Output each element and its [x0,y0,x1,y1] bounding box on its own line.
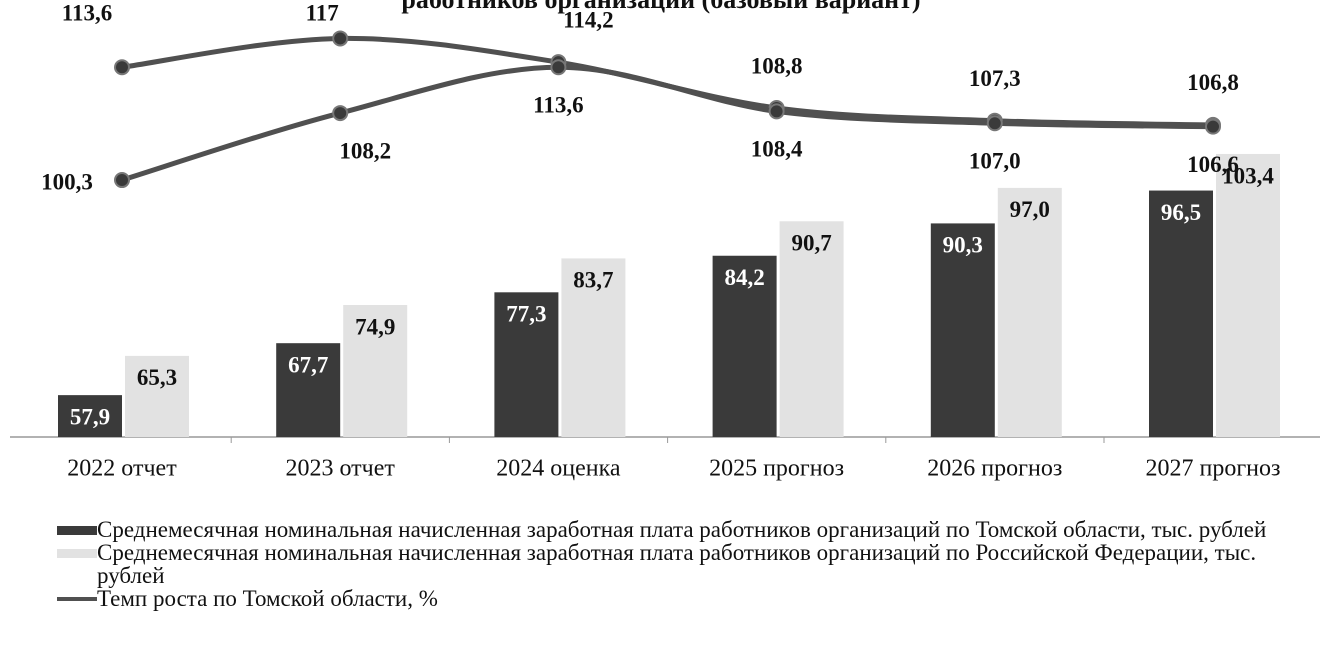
legend-entry: Среднемесячная номинальная начисленная з… [57,518,1319,541]
bar-label: 77,3 [506,302,546,327]
x-tick-label: 2026 прогноз [927,456,1062,482]
marker [114,59,130,76]
legend-swatch [57,549,97,558]
legend-label: Среднемесячная номинальная начисленная з… [97,540,1257,588]
bar-label: 84,2 [724,265,764,290]
line [121,64,1214,183]
line-label: 106,6 [1187,152,1239,177]
line-label: 108,2 [339,138,391,163]
legend-entry: Темп роста по Томской области, % [57,587,1319,610]
marker [332,30,349,47]
bar-label: 90,3 [943,233,983,258]
bar [125,355,189,437]
bar-label: 65,3 [137,365,177,390]
line [121,35,1214,128]
x-tick-label: 2024 оценка [496,456,621,482]
x-tick-label: 2023 отчет [286,456,396,482]
line-label: 106,8 [1187,70,1239,95]
bar [276,343,341,437]
line-label: 113,6 [62,0,112,25]
bar [779,221,844,437]
bar-label: 90,7 [791,231,831,256]
bar [1216,153,1280,438]
legend-label: Темп роста по Томской области, % [97,586,438,611]
bar-label: 57,9 [70,404,110,429]
legend-swatch [57,526,97,535]
legend: Среднемесячная номинальная начисленная з… [57,518,1319,610]
line-label: 113,6 [533,93,583,118]
chart: работников организаций (базовый вариант)… [10,0,1320,482]
x-tick-label: 2022 отчет [67,456,177,482]
bar-label: 97,0 [1010,197,1050,222]
line-label: 107,3 [969,66,1021,91]
line-label: 114,2 [563,7,613,32]
line-label: 117 [306,0,339,25]
x-tick-label: 2025 прогноз [709,456,844,482]
bar-label: 67,7 [288,352,328,377]
bar [58,395,122,437]
marker [332,105,349,122]
bar [561,258,626,437]
legend-swatch [57,597,97,601]
x-tick-label: 2027 прогноз [1145,456,1280,482]
marker [550,59,567,76]
bar-label: 74,9 [355,314,395,339]
bar [997,187,1062,437]
marker [986,115,1003,132]
marker [114,172,130,189]
marker [768,103,785,120]
bar-label: 83,7 [573,268,613,293]
bar [712,255,777,437]
bar-label: 96,5 [1161,200,1201,225]
line-label: 107,0 [969,149,1021,174]
bar [930,223,995,437]
legend-label: Среднемесячная номинальная начисленная з… [97,517,1267,542]
bar [1149,190,1213,437]
marker [1205,118,1221,135]
line-label: 100,3 [41,169,93,194]
bar [494,292,559,437]
chart-title: работников организаций (базовый вариант) [401,0,920,14]
line-label: 108,4 [751,137,803,162]
line-label: 108,8 [751,53,803,78]
bar [343,305,408,437]
bar-label: 103,4 [1222,163,1274,188]
legend-entry: Среднемесячная номинальная начисленная з… [57,541,1319,587]
